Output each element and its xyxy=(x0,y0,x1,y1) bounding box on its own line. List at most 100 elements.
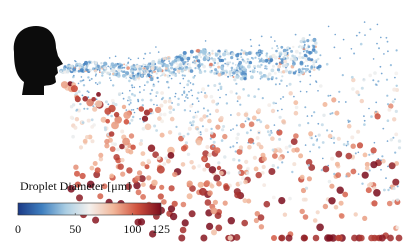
droplet xyxy=(233,69,236,72)
droplet xyxy=(187,153,190,156)
droplet xyxy=(128,80,131,83)
droplet xyxy=(213,84,216,87)
droplet xyxy=(125,77,127,79)
droplet xyxy=(70,105,73,108)
droplet xyxy=(225,94,227,96)
droplet xyxy=(130,59,132,61)
droplet xyxy=(114,73,116,75)
droplet xyxy=(300,70,302,72)
droplet xyxy=(87,76,89,78)
droplet xyxy=(306,51,308,53)
droplet xyxy=(303,47,305,49)
droplet xyxy=(88,63,90,65)
droplet xyxy=(357,142,363,148)
droplet xyxy=(149,52,151,54)
droplet xyxy=(387,166,389,168)
droplet xyxy=(93,161,98,166)
droplet xyxy=(91,139,95,143)
droplet xyxy=(169,62,171,64)
droplet xyxy=(66,70,70,74)
colorbar-tick-label: 0 xyxy=(15,222,21,236)
droplet xyxy=(189,110,191,112)
droplet xyxy=(227,65,229,67)
droplet xyxy=(113,154,119,160)
droplet xyxy=(194,60,196,62)
droplet xyxy=(190,82,192,84)
droplet xyxy=(268,168,275,175)
droplet xyxy=(249,121,255,127)
droplet xyxy=(346,153,353,160)
droplet xyxy=(83,84,85,86)
droplet xyxy=(261,52,263,54)
droplet xyxy=(172,60,174,62)
droplet xyxy=(217,66,220,69)
droplet xyxy=(262,156,267,161)
droplet xyxy=(347,124,352,129)
droplet xyxy=(90,166,95,171)
droplet xyxy=(70,116,74,120)
droplet xyxy=(199,69,201,71)
droplet xyxy=(158,81,160,83)
droplet xyxy=(318,68,320,70)
droplet xyxy=(180,227,187,234)
droplet xyxy=(380,159,382,161)
droplet xyxy=(270,130,272,132)
droplet xyxy=(87,119,91,123)
droplet xyxy=(333,142,335,144)
droplet xyxy=(149,108,153,112)
droplet xyxy=(191,124,193,126)
droplet xyxy=(285,69,288,72)
droplet xyxy=(127,100,129,102)
droplet xyxy=(76,109,78,111)
droplet xyxy=(309,151,311,153)
droplet xyxy=(382,128,384,130)
droplet xyxy=(192,95,194,97)
droplet xyxy=(232,62,234,64)
droplet xyxy=(118,164,124,170)
droplet xyxy=(295,50,299,54)
droplet xyxy=(247,65,251,69)
droplet xyxy=(232,145,234,147)
droplet xyxy=(376,43,378,45)
droplet xyxy=(368,108,370,110)
droplet xyxy=(387,189,389,191)
droplet xyxy=(335,235,341,241)
droplet xyxy=(140,194,146,200)
droplet xyxy=(390,138,393,141)
droplet xyxy=(182,74,184,76)
droplet xyxy=(237,133,240,136)
droplet xyxy=(298,124,301,127)
droplet xyxy=(364,21,366,23)
droplet xyxy=(187,133,190,136)
droplet xyxy=(258,132,260,134)
droplet xyxy=(135,176,141,182)
droplet xyxy=(288,71,292,75)
droplet xyxy=(218,83,221,86)
droplet xyxy=(268,58,270,60)
droplet xyxy=(313,218,318,223)
droplet xyxy=(224,51,226,53)
droplet xyxy=(253,156,257,160)
droplet xyxy=(148,70,150,72)
droplet xyxy=(137,170,142,175)
droplet xyxy=(328,26,330,28)
droplet xyxy=(322,114,325,117)
droplet xyxy=(129,99,132,102)
droplet xyxy=(267,130,270,133)
droplet xyxy=(256,136,260,140)
droplet xyxy=(250,75,254,79)
droplet xyxy=(192,116,195,119)
droplet xyxy=(161,199,167,205)
droplet xyxy=(186,94,188,96)
droplet xyxy=(292,162,296,166)
droplet xyxy=(252,71,254,73)
droplet xyxy=(398,146,401,149)
droplet xyxy=(207,190,213,196)
droplet xyxy=(105,119,110,124)
droplet xyxy=(95,100,102,107)
droplet xyxy=(204,180,210,186)
droplet xyxy=(155,107,161,113)
droplet xyxy=(268,134,271,137)
droplet xyxy=(254,57,256,59)
droplet xyxy=(209,52,211,54)
